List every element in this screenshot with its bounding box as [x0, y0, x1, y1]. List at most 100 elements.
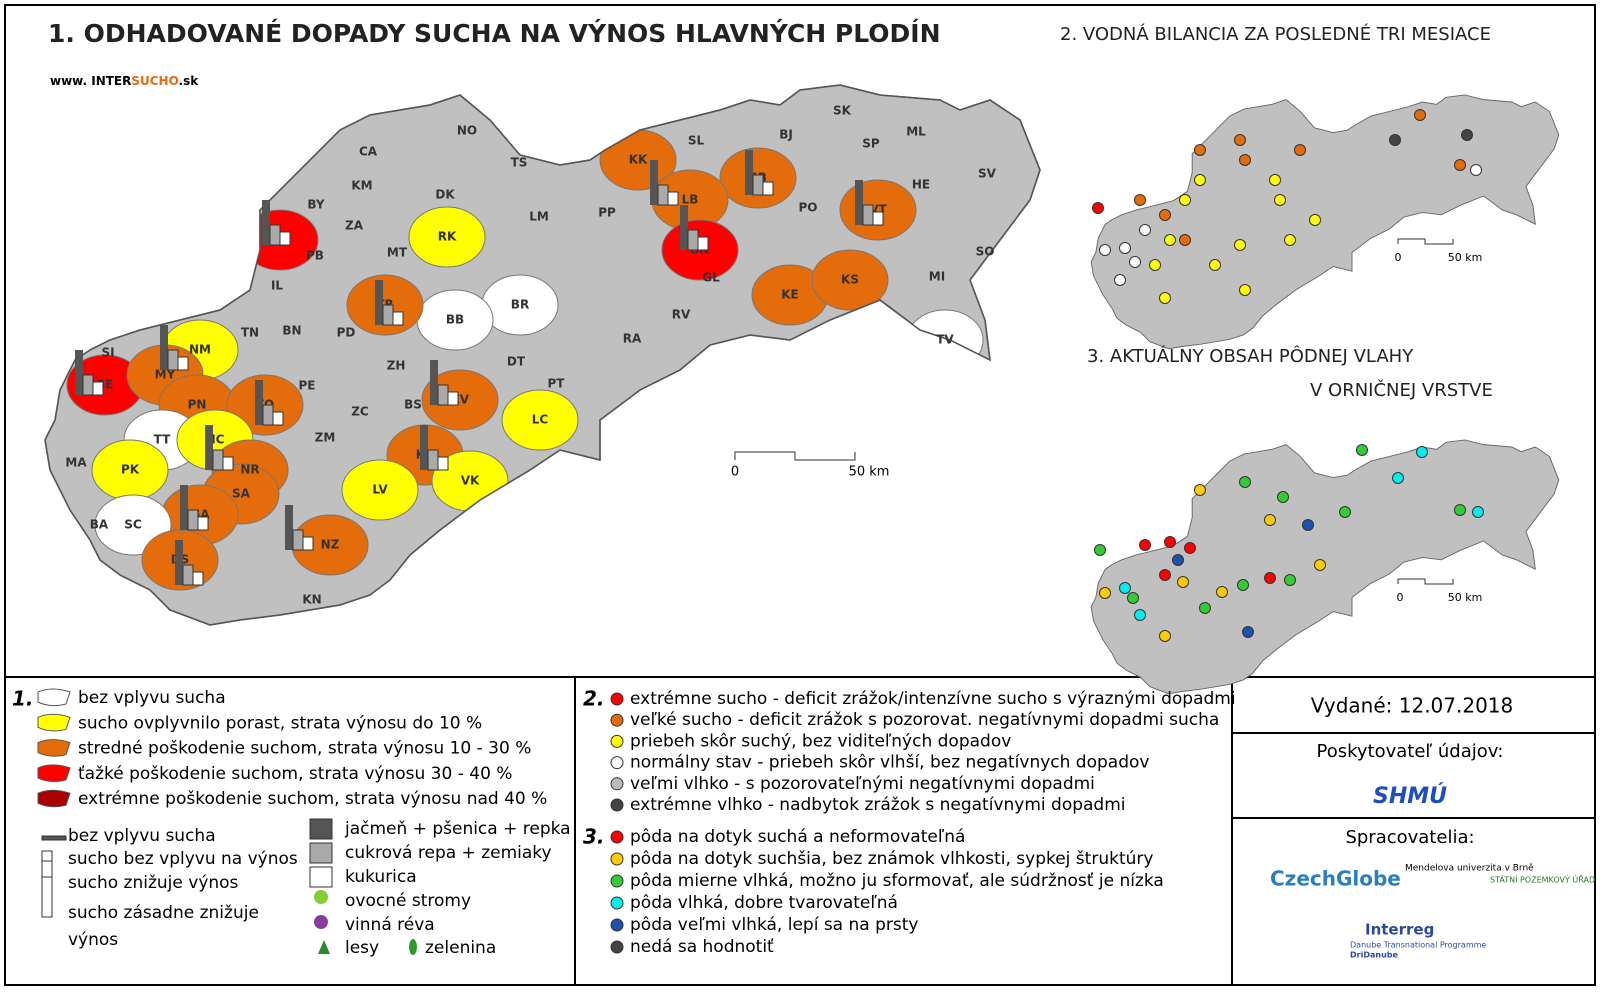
- logo-interreg: Interreg: [1365, 921, 1434, 939]
- district-label: SL: [688, 134, 705, 148]
- logo-dridanube: DriDanube: [1350, 951, 1398, 960]
- crop-bar: [420, 425, 428, 470]
- station-dot: [1302, 519, 1314, 531]
- station-dot: [1127, 592, 1139, 604]
- district-label: BR: [511, 298, 529, 312]
- legend-swatch: [37, 789, 71, 808]
- map3-title: 3. AKTUÁLNY OBSAH PÔDNEJ VLAHY: [1087, 345, 1414, 367]
- district-label: KN: [302, 593, 321, 607]
- legend-item: pôda vlhká, dobre tvarovateľná: [630, 893, 898, 913]
- scale-bar: [1397, 238, 1454, 585]
- district-label: DT: [507, 355, 526, 369]
- crop-bar: [872, 211, 884, 226]
- crop-bar: [292, 529, 304, 551]
- district-label: MA: [65, 456, 87, 470]
- district-label: ZC: [351, 405, 369, 419]
- district-label: DK: [435, 188, 455, 202]
- district-label: TV: [936, 333, 954, 347]
- district-label: MT: [387, 246, 408, 260]
- crop-bar: [667, 191, 679, 206]
- title: 1. ODHADOVANÉ DOPADY SUCHA NA VÝNOS HLAV…: [48, 18, 941, 48]
- station-dot: [1356, 444, 1368, 456]
- district-label: KK: [629, 153, 648, 167]
- crop-bar: [680, 205, 688, 250]
- station-dot: [1179, 234, 1191, 246]
- crop-bar: [862, 204, 874, 226]
- district-label: RV: [672, 308, 691, 322]
- district-label: KS: [841, 273, 859, 287]
- crop-bar: [262, 404, 274, 426]
- legend-dot: [610, 713, 624, 727]
- district-label: PO: [799, 201, 818, 215]
- district-label: VK: [461, 474, 480, 488]
- legend-swatch: [37, 764, 71, 782]
- crop-bar: [167, 349, 179, 371]
- district-label: KE: [781, 288, 799, 302]
- website-highlight: SUCHO: [131, 74, 178, 88]
- station-dot: [1134, 194, 1146, 206]
- station-dot: [1184, 542, 1196, 554]
- district-label: LB: [682, 193, 699, 207]
- crop-bar: [177, 356, 189, 371]
- crop-bar: [255, 380, 263, 425]
- map2-title: 2. VODNÁ BILANCIA ZA POSLEDNÉ TRI MESIAC…: [1060, 23, 1491, 45]
- crop-bar: [447, 391, 459, 406]
- district-label: TS: [511, 156, 528, 170]
- legend-symbol: bez vplyvu sucha: [68, 826, 216, 846]
- district-label: ML: [906, 125, 926, 139]
- icon-grape: [314, 915, 328, 929]
- legend-dot: [610, 918, 624, 932]
- legend-number: 1.: [12, 687, 34, 711]
- crop-bar: [437, 384, 449, 406]
- district-label: PD: [337, 326, 356, 340]
- scale-zero: 0: [1395, 251, 1402, 264]
- district-label: IL: [271, 279, 283, 293]
- website-prefix: www. INTER: [50, 74, 131, 88]
- station-dot: [1199, 602, 1211, 614]
- station-dot: [1119, 242, 1131, 254]
- legend-item: priebeh skôr suchý, bez viditeľných dopa…: [630, 731, 1011, 751]
- station-dot: [1159, 292, 1171, 304]
- station-dot: [1139, 539, 1151, 551]
- logo-danube: Danube Transnational Programme: [1350, 941, 1486, 950]
- district-label: SA: [232, 487, 251, 501]
- legend-item: extrémne sucho - deficit zrážok/intenzív…: [630, 689, 1236, 709]
- station-dot: [1416, 446, 1428, 458]
- district-label: TN: [241, 326, 259, 340]
- scale-distance: 50 km: [1448, 251, 1483, 264]
- crop-bar: [430, 360, 438, 405]
- crop-bar: [382, 304, 394, 326]
- crop-bar: [650, 160, 658, 205]
- legend-crop: cukrová repa + zemiaky: [345, 843, 552, 863]
- district-area: [341, 459, 419, 521]
- district-label: SC: [124, 518, 142, 532]
- district-label: ZA: [345, 219, 364, 233]
- legend-icon: zelenina: [425, 938, 496, 958]
- district-label: NZ: [321, 538, 340, 552]
- icon-fruit: [314, 890, 328, 904]
- station-dot: [1194, 144, 1206, 156]
- crop-bar: [302, 536, 314, 551]
- legend-crop: kukurica: [345, 867, 417, 887]
- station-dot: [1414, 109, 1426, 121]
- crop-bar: [745, 150, 753, 195]
- station-dot: [1172, 554, 1184, 566]
- station-dot: [1119, 582, 1131, 594]
- legend-symbol: sucho bez vplyvu na výnos: [68, 849, 298, 869]
- station-dot: [1099, 244, 1111, 256]
- crop-bar: [182, 564, 194, 586]
- district-label: PT: [548, 377, 566, 391]
- station-dot: [1239, 284, 1251, 296]
- logo-spu: STÁTNÍ POZEMKOVÝ ÚŘAD: [1490, 874, 1595, 885]
- scale-distance: 50 km: [849, 465, 890, 480]
- legend-item: pôda na dotyk suchá a neformovateľná: [630, 827, 965, 847]
- symbol-bar: [41, 835, 67, 841]
- station-dot: [1194, 484, 1206, 496]
- station-dot: [1461, 129, 1473, 141]
- issued: Vydané: 12.07.2018: [1311, 694, 1514, 718]
- district-label: PE: [299, 379, 316, 393]
- legend-item: sucho ovplyvnilo porast, strata výnosu d…: [78, 713, 482, 733]
- icon-forest: [318, 940, 330, 954]
- legend-swatch: [37, 739, 71, 757]
